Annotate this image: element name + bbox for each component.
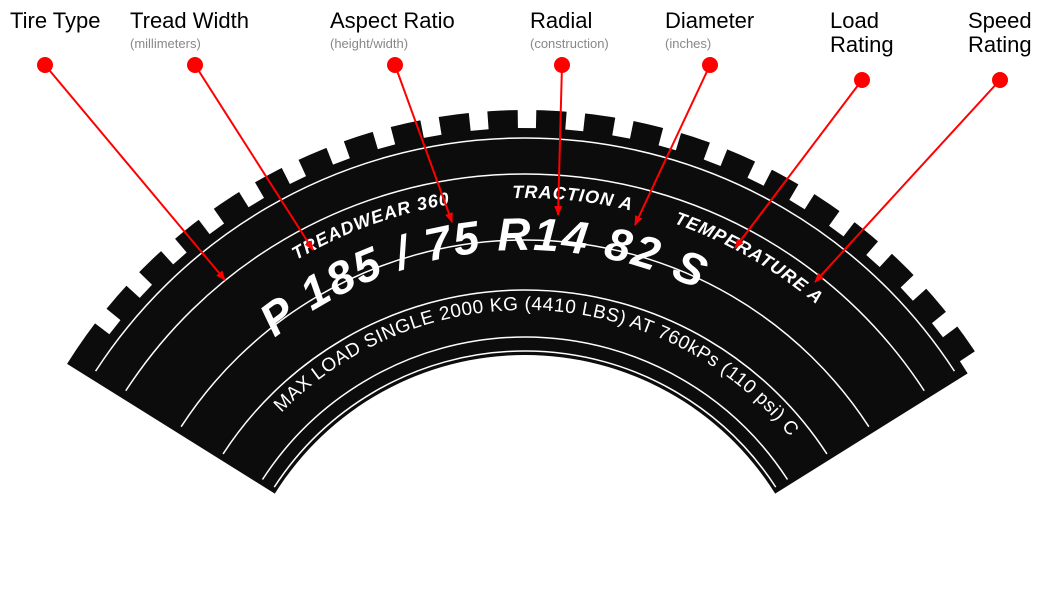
callout-dot-tread_width [187,57,203,73]
callout-dot-speed [992,72,1008,88]
callout-dot-diameter [702,57,718,73]
tire-diagram: TREADWEAR 360TRACTION ATEMPERATURE AP 18… [0,0,1052,592]
callout-line-speed [815,80,1000,282]
label-sub-diameter: (inches) [665,36,711,51]
callout-dot-aspect_ratio [387,57,403,73]
label-load: LoadRating [830,8,894,57]
callout-dot-tire_type [37,57,53,73]
label-sub-aspect_ratio: (height/width) [330,36,408,51]
label-tread_width: Tread Width [130,8,249,33]
label-speed: SpeedRating [968,8,1032,57]
label-tire_type: Tire Type [10,8,100,33]
callout-line-tire_type [45,65,225,280]
label-sub-radial: (construction) [530,36,609,51]
callout-dot-load [854,72,870,88]
label-radial: Radial [530,8,592,33]
labels: Tire Type Tread Width (millimeters) Aspect … [10,8,1032,57]
callout-dot-radial [554,57,570,73]
label-sub-tread_width: (millimeters) [130,36,201,51]
label-diameter: Diameter [665,8,754,33]
label-aspect_ratio: Aspect Ratio [330,8,455,33]
